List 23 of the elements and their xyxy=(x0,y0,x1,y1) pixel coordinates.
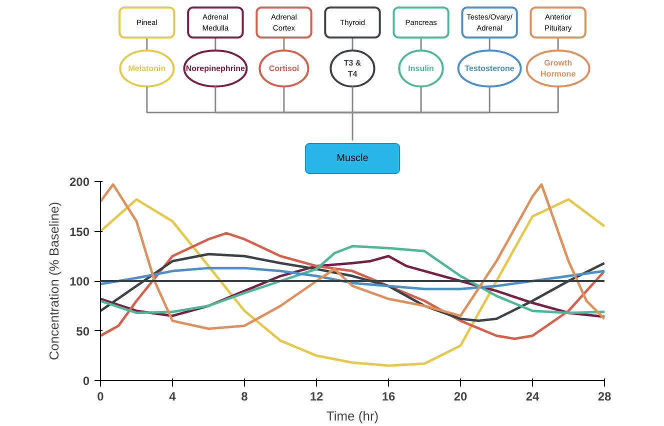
text: Muscle xyxy=(336,153,369,164)
x-tick-label: 24 xyxy=(526,390,540,404)
y-tick-label: 200 xyxy=(69,175,90,189)
y-tick-label: 0 xyxy=(82,374,90,388)
x-tick-label: 16 xyxy=(382,390,396,404)
x-tick-label: 0 xyxy=(97,390,104,404)
y-tick-label: 50 xyxy=(76,324,90,338)
x-axis-title: Time (hr) xyxy=(326,408,379,424)
x-tick-label: 8 xyxy=(241,390,248,404)
x-tick-label: 28 xyxy=(598,390,612,404)
text: T3 & T4 xyxy=(344,58,362,78)
text: Norepinephrine xyxy=(186,64,246,73)
y-axis-title: Concentration (% Baseline) xyxy=(46,202,62,360)
text: Cortisol xyxy=(268,64,300,73)
x-tick-label: 20 xyxy=(454,390,468,404)
text: Insulin xyxy=(408,64,434,73)
text: Melatonin xyxy=(128,64,166,73)
x-tick-label: 12 xyxy=(310,390,324,404)
text: Growth Hormone xyxy=(540,58,576,78)
x-tick-label: 4 xyxy=(169,390,176,404)
y-tick-label: 150 xyxy=(69,224,90,239)
y-tick-label: 100 xyxy=(69,274,90,288)
text: Testosterone xyxy=(464,64,515,73)
